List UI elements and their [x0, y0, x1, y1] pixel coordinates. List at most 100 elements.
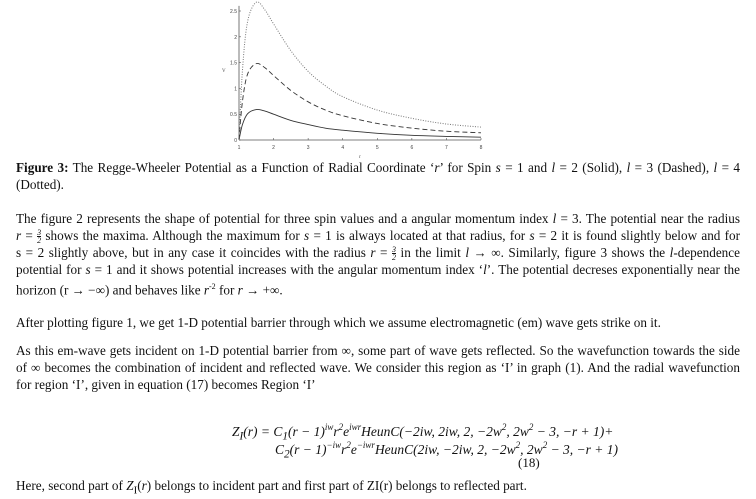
- text-run: l: [465, 245, 470, 260]
- text-run: 2: [284, 448, 290, 461]
- text-run: 1: [282, 430, 288, 443]
- text-run: s: [85, 262, 91, 277]
- text-run: = 2 (Solid),: [555, 160, 627, 175]
- text-run: l: [551, 160, 556, 175]
- text-line: of ∞ becomes the combination of incident…: [16, 360, 740, 376]
- fraction-part: 2: [392, 253, 397, 263]
- text-run: s = 2 slightly above, but in any case it…: [16, 245, 371, 260]
- text-run: − 3, −r + 1): [547, 442, 619, 457]
- text-run: r: [237, 282, 243, 298]
- y-axis-label: V: [222, 69, 226, 74]
- figure-label: Figure 3:: [16, 160, 69, 175]
- text-run: ’ for Spin: [439, 160, 496, 175]
- text-run: I: [239, 430, 244, 443]
- text-run: The figure 2 represents the shape of pot…: [16, 211, 553, 226]
- text-run: −iw: [326, 440, 342, 450]
- text-run: s: [495, 160, 501, 175]
- text-run: horizon (r → −∞) and behaves like: [16, 282, 204, 298]
- text-run: r: [333, 424, 339, 439]
- text-run: 2: [346, 440, 351, 450]
- text-run: r: [16, 228, 22, 243]
- equation-number: (18): [518, 455, 540, 470]
- x-tick-label: 5: [376, 145, 379, 151]
- text-run: l: [713, 160, 718, 175]
- text-run: (r) = C: [243, 424, 283, 439]
- text-run: s: [304, 228, 310, 243]
- text-run: → +∞.: [242, 282, 283, 298]
- text-run: r: [370, 245, 376, 260]
- text-line: for region ‘I’, given in equation (17) b…: [16, 377, 740, 393]
- x-tick-label: 8: [480, 145, 483, 151]
- text-run: HeunC(2iw, −2iw, 2, −2w: [374, 442, 516, 457]
- text-run: iw: [324, 422, 334, 432]
- text-line: potential for s = 1 and it shows potenti…: [16, 262, 740, 278]
- text-run: =: [21, 228, 38, 243]
- text-run: 2: [338, 422, 344, 432]
- text-run: = 4: [717, 160, 740, 175]
- equation-18-line-2: C2(r − 1)−iwr2e−iwrHeunC(2iw, −2iw, 2, −…: [275, 440, 618, 461]
- series-dotted-line: [238, 1, 482, 141]
- text-run: l: [669, 245, 674, 260]
- text-line: horizon (r → −∞) and behaves like r-2 fo…: [16, 279, 740, 298]
- text-run: -dependence: [673, 245, 740, 260]
- text-run: iwr: [349, 422, 362, 432]
- text-run: = 1 and it shows potential increases wit…: [90, 262, 484, 277]
- x-axis-label: r: [359, 155, 361, 160]
- text-run: The Regge-Wheeler Potential as a Functio…: [68, 160, 435, 175]
- x-tick-label: 6: [410, 145, 413, 151]
- text-run: 2: [528, 422, 534, 432]
- text-run: = 3 (Dashed),: [630, 160, 714, 175]
- text-run: ) belongs to incident part and first par…: [146, 478, 527, 493]
- text-run: s: [529, 228, 535, 243]
- regge-wheeler-potential-plot: 1 2 3 4 5 6 7 8 0 0.5 1 1.5 2 2.5 r V: [222, 1, 483, 160]
- text-run: for region ‘I’, given in equation (17) b…: [16, 377, 316, 392]
- text-run: r: [434, 160, 440, 175]
- text-run: = 2 it is found slightly below and for: [534, 228, 741, 243]
- text-run: , 2w: [520, 442, 543, 457]
- text-run: (Dotted).: [16, 177, 64, 192]
- y-tick-label: 2: [234, 35, 237, 41]
- text-run: of ∞ becomes the combination of incident…: [16, 360, 740, 375]
- x-tick-label: 4: [341, 145, 344, 151]
- text-run: r: [141, 478, 147, 493]
- text-run: = 1 is always located at that radius, fo…: [309, 228, 530, 243]
- y-tick-label: 1: [234, 86, 237, 92]
- text-run: e: [343, 424, 350, 439]
- x-tick-label: 7: [445, 145, 448, 151]
- text-line: (Dotted).: [16, 177, 740, 193]
- text-line: After plotting figure 1, we get 1-D pote…: [16, 315, 740, 331]
- text-line: As this em-wave gets incident on 1-D pot…: [16, 343, 740, 359]
- text-run: (r − 1): [289, 442, 327, 457]
- text-run: −iwr: [356, 440, 375, 450]
- fraction-part: 3: [392, 245, 397, 255]
- text-run: Z: [232, 424, 240, 439]
- text-run: , 2w: [506, 424, 529, 439]
- text-run: As this em-wave gets incident on 1-D pot…: [16, 343, 740, 358]
- text-run: l: [626, 160, 631, 175]
- text-run: (: [137, 478, 142, 493]
- x-tick-label: 2: [272, 145, 275, 151]
- text-run: (r − 1): [288, 424, 325, 439]
- text-line: s = 2 slightly above, but in any case it…: [16, 245, 740, 263]
- text-line: The figure 2 represents the shape of pot…: [16, 211, 740, 227]
- text-run: l: [483, 262, 487, 277]
- fraction-part: 3: [37, 228, 42, 238]
- text-run: r: [203, 282, 209, 298]
- fraction-part: 2: [37, 236, 42, 246]
- y-tick-label: 0: [234, 138, 237, 144]
- text-run: =: [375, 245, 393, 260]
- text-run: → ∞. Similarly, figure 3 shows the: [469, 245, 670, 260]
- text-run: = 1 and: [500, 160, 552, 175]
- text-run: − 3, −r + 1)+: [533, 424, 614, 439]
- series-dashed-line: [238, 62, 482, 141]
- text-line: Figure 3: The Regge-Wheeler Potential as…: [16, 160, 740, 176]
- series-solid-line: [238, 109, 482, 141]
- text-run: C: [275, 442, 285, 457]
- x-tick-label: 1: [238, 145, 241, 151]
- y-tick-label: 0.5: [230, 112, 237, 118]
- text-run: in the limit: [396, 245, 466, 260]
- text-run: shows the maxima. Although the maximum f…: [41, 228, 305, 243]
